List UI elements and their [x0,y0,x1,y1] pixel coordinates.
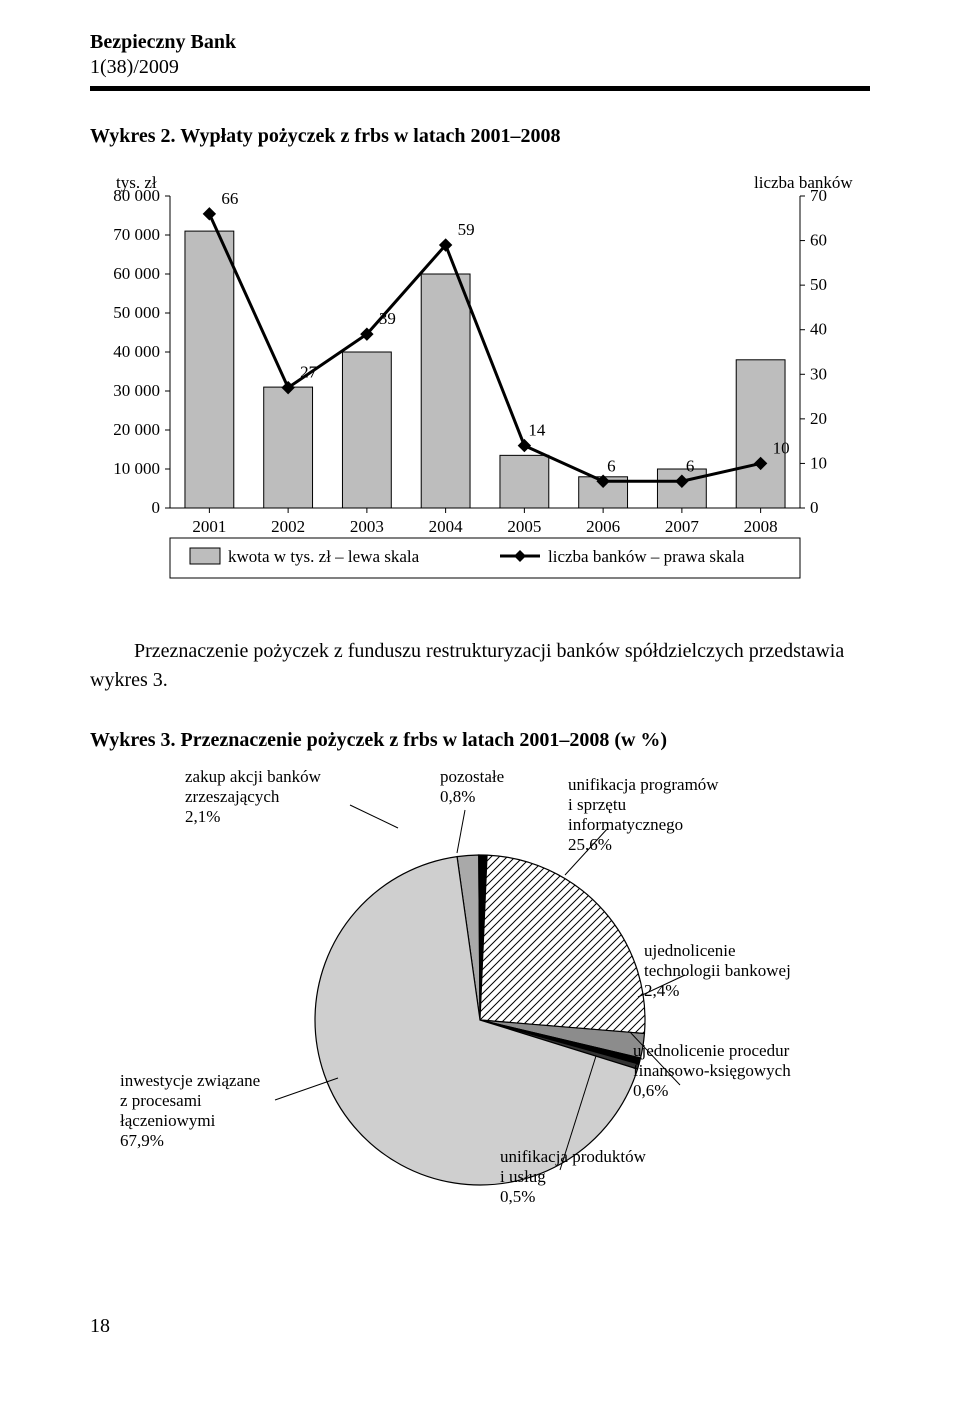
svg-text:finansowo-księgowych: finansowo-księgowych [633,1061,791,1080]
running-head-bold: Bezpieczny Bank [90,31,236,53]
running-head: Bezpieczny Bank 1(38)/2009 [90,30,870,80]
svg-text:ujednolicenie procedur: ujednolicenie procedur [633,1041,790,1060]
header-rule [90,86,870,91]
svg-text:unifikacja produktów: unifikacja produktów [500,1147,647,1166]
svg-text:40 000: 40 000 [113,342,160,361]
svg-text:0,6%: 0,6% [633,1081,668,1100]
svg-text:67,9%: 67,9% [120,1131,164,1150]
svg-text:20: 20 [810,409,827,428]
svg-text:2001: 2001 [192,517,226,536]
svg-text:10 000: 10 000 [113,459,160,478]
page-number: 18 [90,1315,870,1338]
svg-text:20 000: 20 000 [113,420,160,439]
figure2-pie-chart: zakup akcji bankówzrzeszających2,1% pozos… [90,770,870,1255]
svg-text:60: 60 [810,231,827,250]
svg-text:2006: 2006 [586,517,620,536]
svg-text:60 000: 60 000 [113,264,160,283]
svg-text:i usług: i usług [500,1167,546,1186]
svg-text:kwota w tys. zł – lewa skala: kwota w tys. zł – lewa skala [228,547,420,566]
svg-text:2005: 2005 [507,517,541,536]
svg-text:łączeniowymi: łączeniowymi [120,1111,216,1130]
svg-text:10: 10 [773,438,790,457]
svg-text:2,1%: 2,1% [185,807,220,826]
svg-text:70 000: 70 000 [113,225,160,244]
svg-text:50: 50 [810,275,827,294]
svg-text:i sprzętu: i sprzętu [568,795,627,814]
running-head-sub: 1(38)/2009 [90,56,179,78]
svg-text:inwestycje związane: inwestycje związane [120,1071,260,1090]
svg-text:ujednolicenie: ujednolicenie [644,941,736,960]
svg-text:59: 59 [458,220,475,239]
svg-text:liczba banków: liczba banków [754,173,853,192]
svg-text:zrzeszających: zrzeszających [185,787,280,806]
svg-text:2004: 2004 [429,517,464,536]
paragraph-1: Przeznaczenie pożyczek z funduszu restru… [90,637,870,695]
svg-text:0,5%: 0,5% [500,1187,535,1206]
svg-text:2007: 2007 [665,517,700,536]
svg-text:40: 40 [810,320,827,339]
svg-text:6: 6 [607,456,616,475]
svg-text:0: 0 [810,498,819,517]
svg-text:0,8%: 0,8% [440,787,475,806]
svg-text:30: 30 [810,364,827,383]
svg-text:30 000: 30 000 [113,381,160,400]
svg-text:2008: 2008 [744,517,778,536]
svg-text:14: 14 [528,421,546,440]
svg-text:6: 6 [686,456,695,475]
figure1-title: Wykres 2. Wypłaty pożyczek z frbs w lata… [90,125,870,148]
svg-text:2002: 2002 [271,517,305,536]
svg-text:27: 27 [300,363,318,382]
svg-text:informatycznego: informatycznego [568,815,683,834]
svg-text:unifikacja programów: unifikacja programów [568,775,719,794]
svg-text:zakup akcji banków: zakup akcji banków [185,770,322,786]
svg-text:25,6%: 25,6% [568,835,612,854]
pie-chart-svg: zakup akcji bankówzrzeszających2,1% pozos… [90,770,870,1250]
svg-text:80 000: 80 000 [113,186,160,205]
svg-text:2,4%: 2,4% [644,981,679,1000]
svg-text:2003: 2003 [350,517,384,536]
svg-text:liczba banków – prawa skala: liczba banków – prawa skala [548,547,745,566]
figure1-combo-chart: tys. złliczba banków010 00020 00030 0004… [90,166,870,601]
svg-text:0: 0 [152,498,161,517]
svg-text:pozostałe: pozostałe [440,770,504,786]
svg-text:39: 39 [379,309,396,328]
svg-text:z procesami: z procesami [120,1091,202,1110]
svg-text:10: 10 [810,453,827,472]
svg-text:technologii bankowej: technologii bankowej [644,961,791,980]
figure2-title: Wykres 3. Przeznaczenie pożyczek z frbs … [90,729,870,752]
combo-chart-svg: tys. złliczba banków010 00020 00030 0004… [90,166,870,596]
svg-text:70: 70 [810,186,827,205]
svg-text:50 000: 50 000 [113,303,160,322]
svg-text:66: 66 [221,189,238,208]
